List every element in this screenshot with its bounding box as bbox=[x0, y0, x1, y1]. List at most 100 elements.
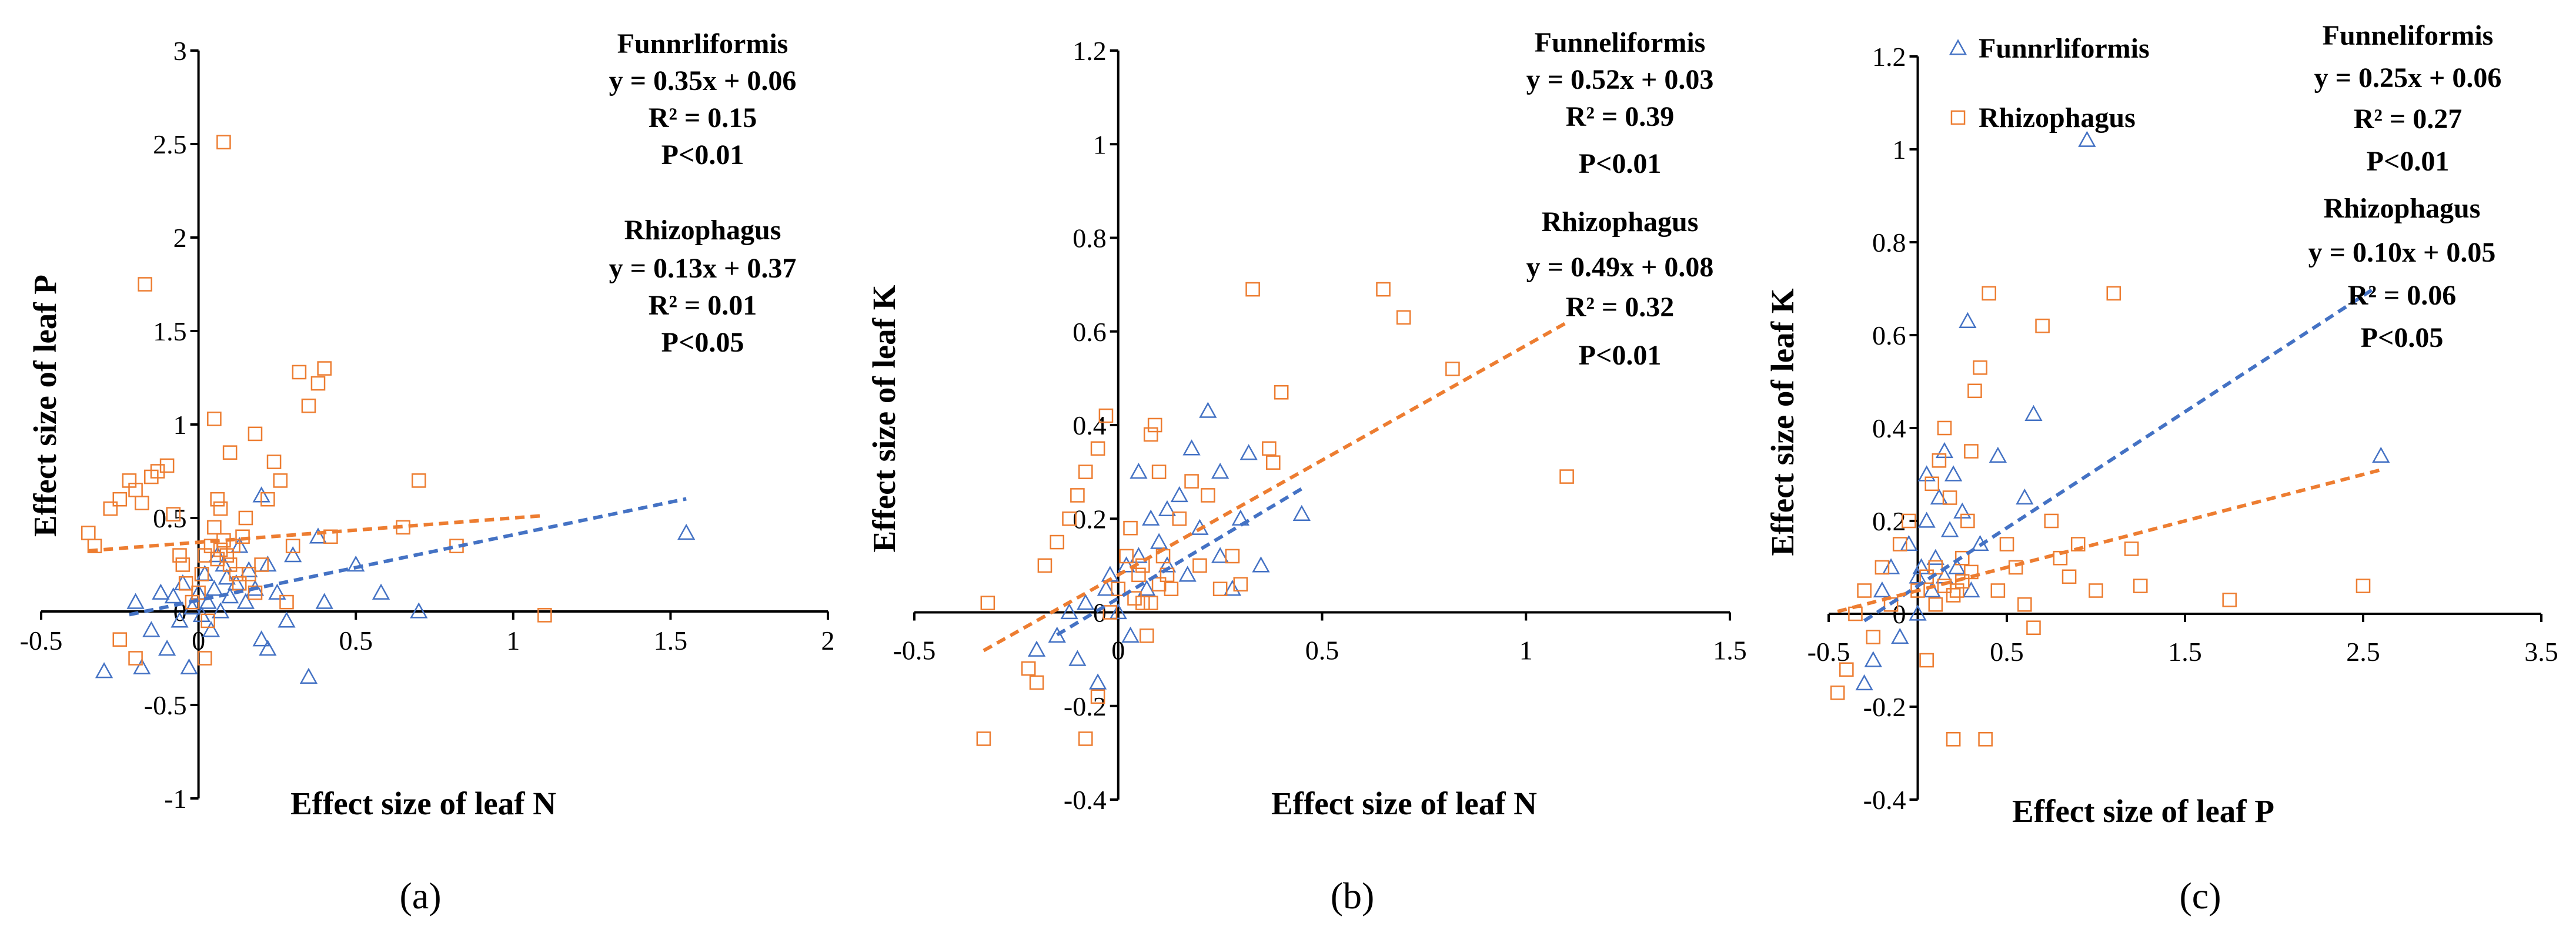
data-point-rhizo bbox=[1946, 732, 1961, 747]
data-point-rhizo bbox=[1866, 630, 1881, 644]
data-point-rhizo bbox=[1982, 286, 1996, 301]
annotation-rhizo-p: P<0.05 bbox=[661, 327, 744, 358]
y-axis-title: Effect size of leaf K bbox=[1765, 288, 1800, 556]
data-point-funnr bbox=[1199, 402, 1217, 418]
data-point-funnr bbox=[171, 611, 189, 628]
data-point-funnr bbox=[1068, 650, 1087, 666]
data-point-funnr bbox=[677, 523, 696, 540]
data-point-rhizo bbox=[1123, 520, 1138, 536]
annotation-funnr-p: P<0.01 bbox=[2367, 146, 2450, 177]
data-point-funnr bbox=[173, 574, 192, 590]
y-tick-label: -0.2 bbox=[1064, 691, 1107, 721]
data-point-funnr bbox=[268, 583, 286, 600]
data-point-funnr bbox=[1130, 463, 1148, 479]
data-point-funnr bbox=[1211, 463, 1229, 479]
data-point-rhizo bbox=[166, 507, 181, 522]
data-point-funnr bbox=[2024, 405, 2043, 421]
y-tick-label: -0.5 bbox=[144, 690, 187, 720]
data-point-rhizo bbox=[1062, 511, 1077, 526]
data-point-funnr bbox=[1292, 504, 1311, 521]
data-point-rhizo bbox=[1973, 360, 1987, 375]
data-point-rhizo bbox=[254, 557, 269, 572]
data-point-funnr bbox=[1109, 603, 1127, 620]
data-point-funnr bbox=[1223, 580, 1242, 596]
data-point-rhizo bbox=[260, 492, 275, 507]
data-point-funnr bbox=[164, 587, 182, 604]
data-point-rhizo bbox=[1932, 453, 1947, 468]
data-point-funnr bbox=[347, 555, 365, 572]
annotation-rhizo-r2: R² = 0.06 bbox=[2348, 280, 2456, 311]
data-point-rhizo bbox=[172, 548, 187, 563]
x-tick-label: 1 bbox=[1519, 636, 1533, 666]
data-point-rhizo bbox=[81, 526, 96, 540]
data-point-rhizo bbox=[1830, 686, 1845, 700]
data-point-funnr bbox=[1182, 439, 1201, 456]
data-point-rhizo bbox=[232, 576, 247, 591]
trendline-funnr bbox=[129, 497, 687, 617]
data-point-rhizo bbox=[1151, 464, 1167, 479]
data-point-rhizo bbox=[150, 464, 165, 479]
data-point-rhizo bbox=[1960, 513, 1975, 529]
x-tick-label: 1.5 bbox=[654, 626, 688, 656]
data-point-rhizo bbox=[2026, 620, 2041, 636]
annotation-funnr-name: Funnrliformis bbox=[617, 28, 788, 59]
data-point-funnr bbox=[142, 621, 161, 637]
data-point-rhizo bbox=[411, 473, 426, 488]
data-point-rhizo bbox=[112, 632, 128, 647]
data-point-rhizo bbox=[194, 567, 209, 581]
plot-area-a: -0.5 0 0.5 1 1.5 2-1-0.500.511.522.53 bbox=[20, 36, 835, 814]
data-point-rhizo bbox=[178, 576, 193, 591]
data-point-funnr bbox=[1211, 547, 1229, 563]
data-point-funnr bbox=[1097, 580, 1115, 596]
data-point-funnr bbox=[205, 580, 223, 596]
data-point-rhizo bbox=[2356, 579, 2371, 593]
data-point-funnr bbox=[211, 602, 230, 619]
chart-panel-c: -0.5 0.5 1.5 2.5 3.5 -0.4 -0.2 0 0.2 0.4 0.6 0.8 1 1.… bbox=[1765, 20, 2558, 917]
data-point-funnr bbox=[2372, 446, 2390, 463]
x-axis-title: Effect size of leaf N bbox=[290, 785, 556, 821]
data-point-rhizo bbox=[1839, 662, 1854, 677]
data-point-rhizo bbox=[1919, 653, 1934, 668]
data-point-rhizo bbox=[87, 539, 102, 554]
y-axis-title: Effect size of leaf P bbox=[27, 275, 63, 537]
data-point-rhizo bbox=[1964, 444, 1979, 459]
data-point-rhizo bbox=[1135, 596, 1150, 610]
data-point-rhizo bbox=[1857, 583, 1872, 598]
data-point-rhizo bbox=[279, 594, 294, 610]
data-point-rhizo bbox=[1192, 558, 1207, 573]
data-point-rhizo bbox=[1559, 469, 1574, 484]
data-point-rhizo bbox=[1949, 583, 1964, 598]
data-point-rhizo bbox=[238, 510, 253, 526]
annotation-rhizo-r2: R² = 0.01 bbox=[649, 290, 757, 321]
data-point-rhizo bbox=[1937, 420, 1952, 436]
data-point-funnr bbox=[95, 662, 113, 678]
data-point-rhizo bbox=[273, 473, 288, 488]
y-tick-label: 0 bbox=[1093, 598, 1107, 628]
x-tick-label: 0.5 bbox=[339, 626, 373, 656]
data-point-rhizo bbox=[1964, 564, 1979, 580]
data-point-rhizo bbox=[2070, 537, 2086, 551]
annotation-funnr-name: Funneliformis bbox=[2323, 20, 2494, 51]
data-point-rhizo bbox=[292, 365, 307, 380]
data-point-rhizo bbox=[1090, 689, 1105, 704]
annotations-c: Funneliformis y = 0.25x + 0.06 R² = 0.27… bbox=[2308, 20, 2502, 353]
data-point-funnr bbox=[1944, 465, 1963, 482]
y-tick-label: 2.5 bbox=[153, 129, 187, 159]
legend-marker-rhizo bbox=[1950, 110, 1966, 125]
data-point-funnr bbox=[1917, 512, 1936, 528]
data-point-rhizo bbox=[1143, 596, 1158, 610]
annotation-rhizo-equation: y = 0.13x + 0.37 bbox=[609, 253, 797, 284]
annotations-b: Funneliformis y = 0.52x + 0.03 R² = 0.39… bbox=[1526, 27, 1714, 371]
data-point-funnr bbox=[126, 593, 145, 609]
data-point-funnr bbox=[1252, 556, 1270, 573]
data-point-rhizo bbox=[138, 277, 152, 292]
data-point-rhizo bbox=[1078, 731, 1093, 746]
y-axis-title: Effect size of leaf K bbox=[866, 285, 902, 552]
legend-label-rhizo: Rhizophagus bbox=[1979, 102, 2136, 133]
annotation-funnr-name: Funneliformis bbox=[1535, 27, 1706, 58]
y-tick-label: 0.8 bbox=[1073, 223, 1107, 253]
data-point-rhizo bbox=[1143, 427, 1158, 442]
annotation-rhizo-r2: R² = 0.32 bbox=[1566, 292, 1674, 323]
y-tick-label: -0.2 bbox=[1863, 692, 1906, 722]
x-tick-label: -0.5 bbox=[20, 626, 63, 656]
